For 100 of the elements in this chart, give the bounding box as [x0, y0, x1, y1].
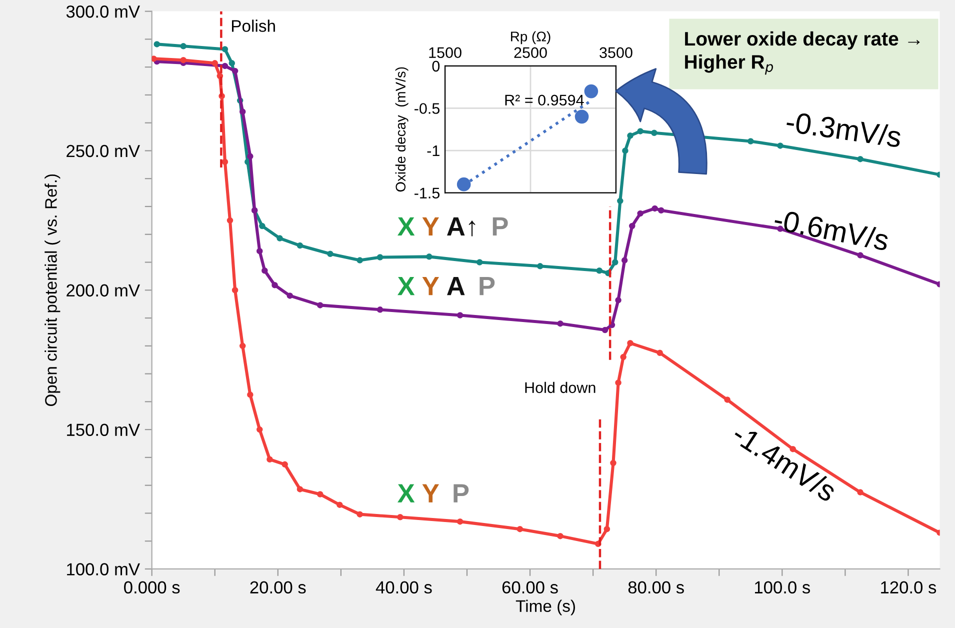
- point: [617, 198, 624, 204]
- point: [317, 491, 324, 498]
- y-tick-label: 200.0 mV: [66, 284, 140, 297]
- point: [620, 354, 626, 360]
- point: [656, 350, 663, 356]
- point: [426, 254, 432, 260]
- annotation: X Y A↑ P: [398, 217, 508, 236]
- point: [356, 257, 363, 264]
- y-tick-label: 0: [432, 60, 440, 72]
- point: [608, 322, 616, 328]
- point: [476, 259, 483, 266]
- point: [857, 489, 864, 496]
- point: [857, 156, 864, 162]
- x-tick-label: 2500: [514, 47, 547, 58]
- point: [615, 380, 622, 386]
- point: [226, 217, 234, 224]
- point: [596, 267, 602, 274]
- point: [615, 297, 622, 304]
- point: [154, 41, 160, 48]
- point: [637, 128, 644, 134]
- point: [637, 210, 644, 217]
- point: [651, 130, 658, 136]
- point: [536, 263, 544, 270]
- point: [272, 282, 278, 288]
- point: [247, 392, 254, 398]
- x-tick-label: 80.00 s: [628, 581, 684, 594]
- annotation: -0.6mV/s: [773, 208, 890, 251]
- y-tick-label: 100.0 mV: [67, 563, 140, 576]
- point: [296, 486, 304, 492]
- point: [266, 456, 273, 463]
- point: [748, 138, 754, 144]
- point: [456, 312, 464, 318]
- ref-line-label: Polish: [232, 20, 275, 32]
- point: [222, 62, 228, 70]
- point: [259, 222, 266, 230]
- x-tick-label: 0.000 s: [124, 581, 180, 594]
- point: [627, 132, 634, 139]
- point: [317, 302, 324, 308]
- point: [286, 292, 294, 299]
- point: [262, 267, 268, 274]
- y-tick-label: -0.5: [414, 103, 440, 114]
- point: [622, 148, 628, 154]
- point: [256, 248, 263, 254]
- point: [557, 320, 564, 327]
- point: [557, 532, 564, 540]
- x-axis-title: Time (s): [516, 600, 575, 616]
- y-tick-label: 250.0 mV: [66, 144, 140, 158]
- point: [857, 252, 864, 258]
- point: [584, 84, 598, 98]
- point: [602, 326, 608, 334]
- x-axis-title: Rp (Ω): [511, 31, 550, 44]
- point: [604, 526, 610, 532]
- y-tick-label: 150.0 mV: [67, 424, 140, 436]
- point: [212, 60, 218, 66]
- point: [397, 514, 404, 520]
- point: [456, 518, 464, 525]
- point: [247, 153, 254, 160]
- annotation: R² = 0.9594: [505, 94, 584, 106]
- point: [232, 68, 238, 74]
- point: [222, 158, 228, 165]
- point: [180, 43, 186, 50]
- point: [296, 242, 304, 249]
- point: [777, 142, 784, 149]
- point: [222, 46, 228, 52]
- point: [282, 461, 288, 468]
- annotation: -0.3mV/s: [786, 110, 902, 148]
- point: [152, 56, 157, 62]
- point: [276, 235, 283, 242]
- annotation: X Y A P: [398, 277, 495, 296]
- x-tick-label: 60.00 s: [502, 581, 558, 594]
- point: [327, 250, 334, 258]
- point: [652, 205, 658, 212]
- point: [239, 108, 246, 115]
- point: [376, 254, 384, 260]
- point: [376, 306, 384, 313]
- x-tick-label: 20.00 s: [250, 581, 306, 594]
- point: [228, 60, 236, 66]
- y-tick-label: -1.5: [414, 188, 440, 198]
- y-tick-label: 300.0 mV: [66, 5, 140, 18]
- x-tick-label: 1500: [429, 47, 462, 58]
- annotation: X Y P: [398, 484, 469, 502]
- y-axis-title: Open circuit potential ( vs. Ref.): [44, 174, 60, 406]
- point: [256, 426, 263, 433]
- point: [658, 207, 664, 214]
- point: [336, 502, 343, 508]
- point: [627, 340, 634, 346]
- point: [239, 342, 246, 350]
- point: [180, 56, 186, 64]
- point: [724, 396, 730, 403]
- x-tick-label: 120.0 s: [881, 581, 936, 594]
- x-tick-label: 40.00 s: [376, 581, 432, 594]
- ref-line-label: Hold down: [525, 382, 596, 394]
- y-tick-label: -1: [427, 146, 440, 156]
- point: [574, 110, 589, 124]
- point: [621, 257, 628, 264]
- point: [629, 222, 636, 230]
- x-tick-label: 100.0 s: [754, 581, 810, 594]
- point: [456, 177, 471, 192]
- point: [516, 526, 524, 532]
- x-tick-label: 3500: [600, 47, 632, 58]
